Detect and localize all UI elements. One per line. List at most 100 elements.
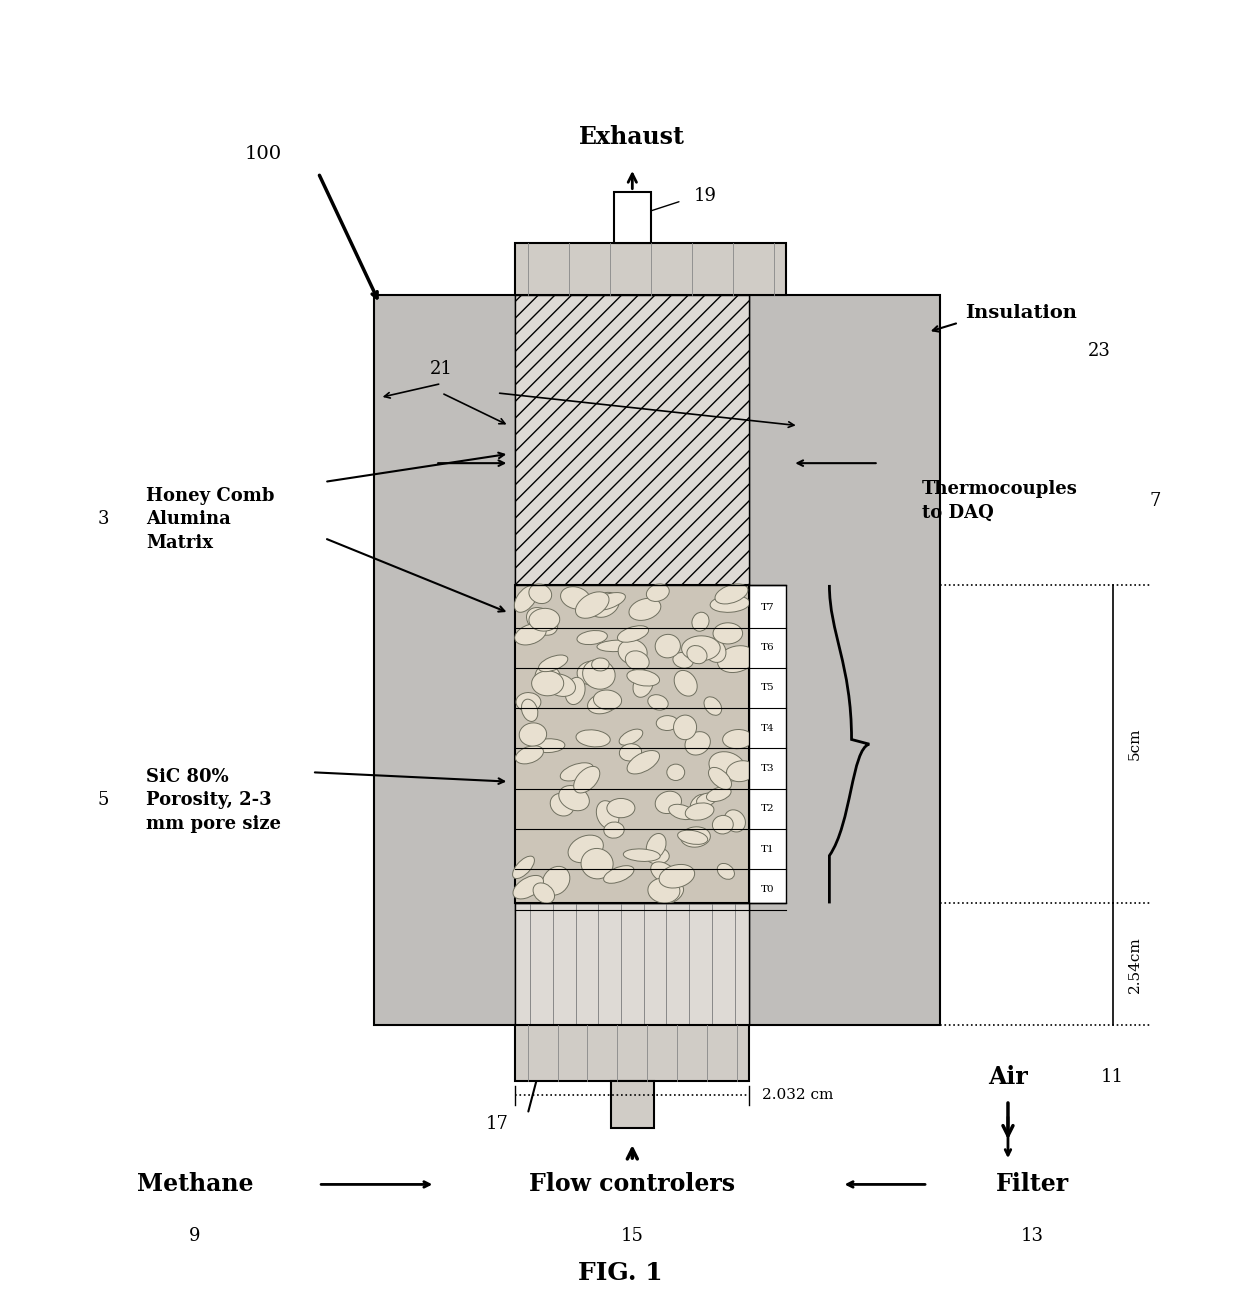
Text: 3: 3 <box>98 510 109 528</box>
Text: T7: T7 <box>761 602 775 611</box>
Ellipse shape <box>606 799 635 818</box>
Ellipse shape <box>724 809 745 831</box>
Text: 7: 7 <box>1149 492 1161 510</box>
Ellipse shape <box>515 585 538 613</box>
Ellipse shape <box>675 670 697 696</box>
Text: Fuel/Air: Fuel/Air <box>579 1058 686 1081</box>
Text: Air: Air <box>988 1064 1028 1089</box>
Ellipse shape <box>647 695 668 710</box>
Text: 11: 11 <box>1100 1068 1123 1086</box>
Ellipse shape <box>677 830 708 844</box>
Ellipse shape <box>565 678 585 705</box>
Text: 23: 23 <box>1087 342 1111 360</box>
Text: 2.032 cm: 2.032 cm <box>761 1089 833 1102</box>
Ellipse shape <box>604 865 634 883</box>
Ellipse shape <box>709 752 745 781</box>
Bar <box>516 243 786 294</box>
Ellipse shape <box>538 654 568 671</box>
Text: 21: 21 <box>430 360 453 379</box>
Ellipse shape <box>651 861 677 883</box>
Ellipse shape <box>697 792 717 807</box>
Ellipse shape <box>673 716 697 740</box>
Ellipse shape <box>655 635 681 658</box>
Ellipse shape <box>529 584 552 604</box>
Text: Filter: Filter <box>996 1172 1069 1197</box>
Ellipse shape <box>673 653 693 669</box>
Ellipse shape <box>596 800 619 829</box>
Ellipse shape <box>512 856 534 878</box>
Text: T1: T1 <box>761 844 775 853</box>
Ellipse shape <box>629 598 661 621</box>
Text: Honey Comb
Alumina
Matrix: Honey Comb Alumina Matrix <box>146 487 274 552</box>
Ellipse shape <box>590 592 619 618</box>
Ellipse shape <box>544 674 575 696</box>
Ellipse shape <box>624 848 660 861</box>
Ellipse shape <box>527 608 558 635</box>
Ellipse shape <box>542 866 570 895</box>
Ellipse shape <box>686 803 714 820</box>
Text: T2: T2 <box>761 804 775 813</box>
Ellipse shape <box>583 660 615 690</box>
Ellipse shape <box>668 804 694 820</box>
Ellipse shape <box>577 631 608 644</box>
Ellipse shape <box>516 745 543 764</box>
Ellipse shape <box>589 592 625 610</box>
Ellipse shape <box>532 671 564 696</box>
Bar <box>516 1025 749 1081</box>
Ellipse shape <box>718 645 755 673</box>
Ellipse shape <box>692 613 709 631</box>
Bar <box>611 1081 653 1128</box>
Ellipse shape <box>520 723 547 745</box>
Ellipse shape <box>625 650 650 670</box>
Ellipse shape <box>529 609 559 631</box>
Ellipse shape <box>632 673 653 697</box>
Text: 17: 17 <box>485 1115 508 1133</box>
Ellipse shape <box>551 794 574 816</box>
Ellipse shape <box>588 692 619 714</box>
Ellipse shape <box>515 623 547 645</box>
Ellipse shape <box>574 766 600 794</box>
Text: T0: T0 <box>761 885 775 894</box>
Text: 100: 100 <box>244 144 281 163</box>
Ellipse shape <box>707 787 732 801</box>
Text: Insulation: Insulation <box>965 304 1076 323</box>
Ellipse shape <box>704 697 722 716</box>
Text: SiC 80%
Porosity, 2-3
mm pore size: SiC 80% Porosity, 2-3 mm pore size <box>146 768 280 833</box>
Ellipse shape <box>560 587 590 609</box>
Ellipse shape <box>560 762 593 781</box>
Ellipse shape <box>713 816 733 834</box>
Ellipse shape <box>727 761 755 782</box>
Ellipse shape <box>687 645 707 664</box>
Ellipse shape <box>568 835 604 863</box>
Ellipse shape <box>667 764 684 781</box>
Ellipse shape <box>723 730 753 749</box>
Ellipse shape <box>646 584 670 601</box>
Ellipse shape <box>691 794 712 814</box>
Ellipse shape <box>645 847 670 864</box>
Text: 15: 15 <box>621 1227 644 1245</box>
Ellipse shape <box>684 731 711 755</box>
Ellipse shape <box>591 658 609 671</box>
Ellipse shape <box>619 640 647 665</box>
Text: Flow controlers: Flow controlers <box>529 1172 735 1197</box>
Ellipse shape <box>713 623 743 644</box>
Text: T5: T5 <box>761 683 775 692</box>
Ellipse shape <box>533 883 554 903</box>
Ellipse shape <box>577 730 610 747</box>
Ellipse shape <box>646 834 666 859</box>
Text: Thermocouples
to DAQ: Thermocouples to DAQ <box>921 480 1078 522</box>
Ellipse shape <box>516 692 541 712</box>
Text: 2.54cm: 2.54cm <box>1127 935 1142 993</box>
Bar <box>516 294 749 1025</box>
Ellipse shape <box>711 596 750 613</box>
Ellipse shape <box>627 670 660 686</box>
Text: 5cm: 5cm <box>1127 729 1142 760</box>
Ellipse shape <box>717 864 734 879</box>
Ellipse shape <box>715 584 748 604</box>
Ellipse shape <box>534 665 560 692</box>
Text: 5: 5 <box>98 791 109 809</box>
Ellipse shape <box>522 699 538 722</box>
Text: 9: 9 <box>190 1227 201 1245</box>
Ellipse shape <box>596 640 635 652</box>
Ellipse shape <box>656 716 678 730</box>
